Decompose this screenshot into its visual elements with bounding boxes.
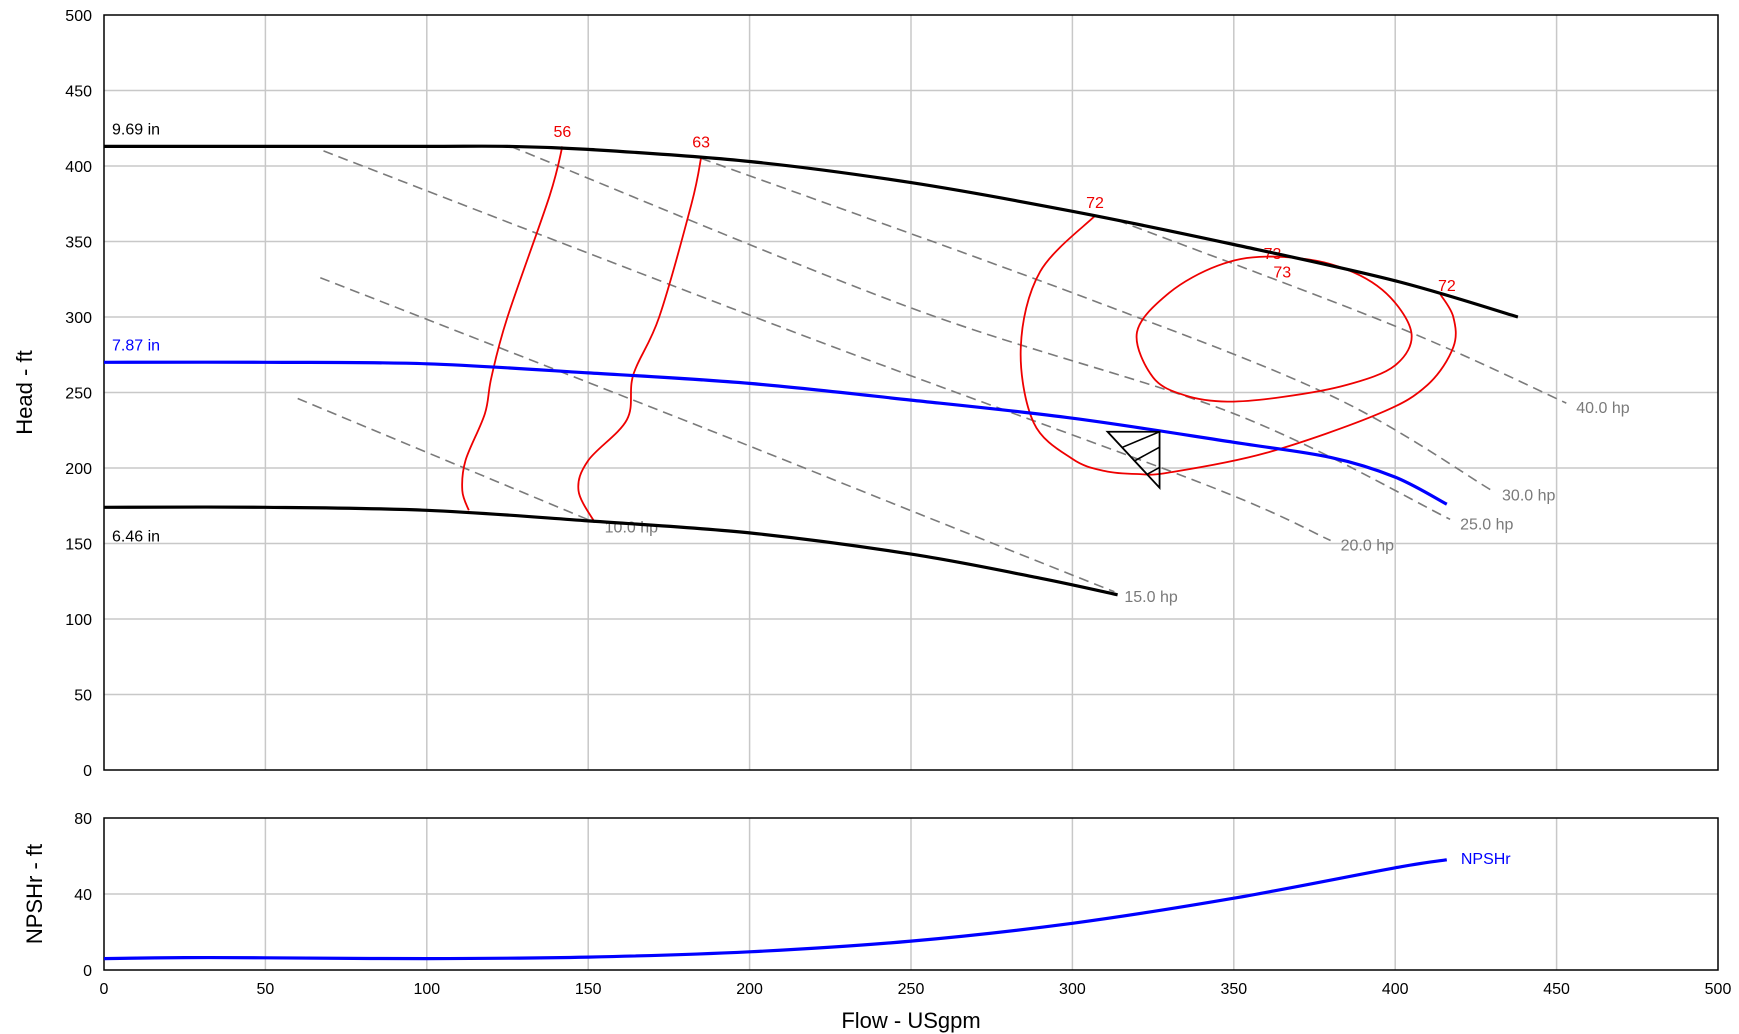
y-axis-title-npsh: NPSHr - ft — [22, 844, 47, 944]
power-line — [700, 157, 1493, 492]
npshr-curve — [103, 858, 1448, 961]
x-tick-label: 350 — [1220, 981, 1247, 998]
npshr-label: NPSHr — [1461, 851, 1511, 868]
head-y-tick-label: 450 — [65, 84, 92, 101]
head-y-tick-label: 200 — [65, 461, 92, 478]
npsh-y-tick-label: 80 — [74, 811, 92, 828]
efficiency-label: 72 — [1438, 278, 1456, 295]
operating-point-hatch — [1134, 446, 1160, 462]
x-axis-title: Flow - USgpm — [841, 1008, 980, 1033]
x-tick-label: 200 — [736, 981, 763, 998]
x-tick-label: 50 — [257, 981, 275, 998]
head-y-tick-label: 250 — [65, 386, 92, 403]
npsh-plot-frame — [103, 817, 1719, 971]
efficiency-label: 72 — [1086, 195, 1104, 212]
power-line — [1117, 219, 1567, 404]
efficiency-contour — [461, 146, 564, 511]
head-y-tick-label: 350 — [65, 235, 92, 252]
efficiency-label: 56 — [553, 124, 571, 141]
power-line-label: 30.0 hp — [1502, 488, 1555, 505]
operating-point-triangle — [1105, 430, 1161, 491]
head-y-tick-label: 0 — [83, 763, 92, 780]
x-tick-label: 0 — [100, 981, 109, 998]
efficiency-contour — [1135, 255, 1413, 403]
impeller-curve — [103, 144, 1519, 319]
power-line-label: 20.0 hp — [1341, 537, 1394, 554]
npsh-y-tick-label: 40 — [74, 887, 92, 904]
efficiency-label: 73 — [1273, 264, 1291, 281]
operating-point-hatch — [1121, 431, 1160, 449]
power-line-label: 40.0 hp — [1576, 400, 1629, 417]
impeller-label: 9.69 in — [112, 121, 160, 138]
x-tick-label: 100 — [413, 981, 440, 998]
x-tick-label: 300 — [1059, 981, 1086, 998]
head-y-tick-label: 100 — [65, 612, 92, 629]
head-y-tick-label: 400 — [65, 159, 92, 176]
y-axis-title-head: Head - ft — [12, 350, 37, 434]
power-line-label: 25.0 hp — [1460, 516, 1513, 533]
npsh-y-tick-label: 0 — [83, 963, 92, 980]
efficiency-contour — [577, 156, 703, 523]
x-tick-label: 400 — [1382, 981, 1409, 998]
head-y-tick-label: 300 — [65, 310, 92, 327]
efficiency-contour — [1019, 215, 1457, 476]
power-line — [297, 397, 596, 524]
power-line — [320, 276, 1115, 593]
power-line — [323, 150, 1331, 542]
power-line — [510, 145, 1451, 521]
head-y-tick-label: 50 — [74, 688, 92, 705]
operating-point-marker — [1105, 430, 1161, 491]
impeller-label: 6.46 in — [112, 528, 160, 545]
head-y-tick-label: 500 — [65, 8, 92, 25]
impeller-label: 7.87 in — [112, 337, 160, 354]
operating-point-hatch — [1146, 466, 1160, 476]
head-y-tick-label: 150 — [65, 537, 92, 554]
x-tick-label: 450 — [1543, 981, 1570, 998]
impeller-curve — [103, 505, 1118, 597]
x-tick-label: 500 — [1705, 981, 1732, 998]
efficiency-label: 63 — [692, 134, 710, 151]
head-plot-frame — [103, 14, 1719, 771]
impeller-curve — [103, 360, 1448, 506]
x-tick-label: 150 — [575, 981, 602, 998]
power-line-label: 15.0 hp — [1124, 589, 1177, 606]
x-tick-label: 250 — [898, 981, 925, 998]
npsh-chart-panel: 0 40 80 0 50 100 150 200 250 300 350 400 450 500 NPSHr — [74, 811, 1731, 998]
